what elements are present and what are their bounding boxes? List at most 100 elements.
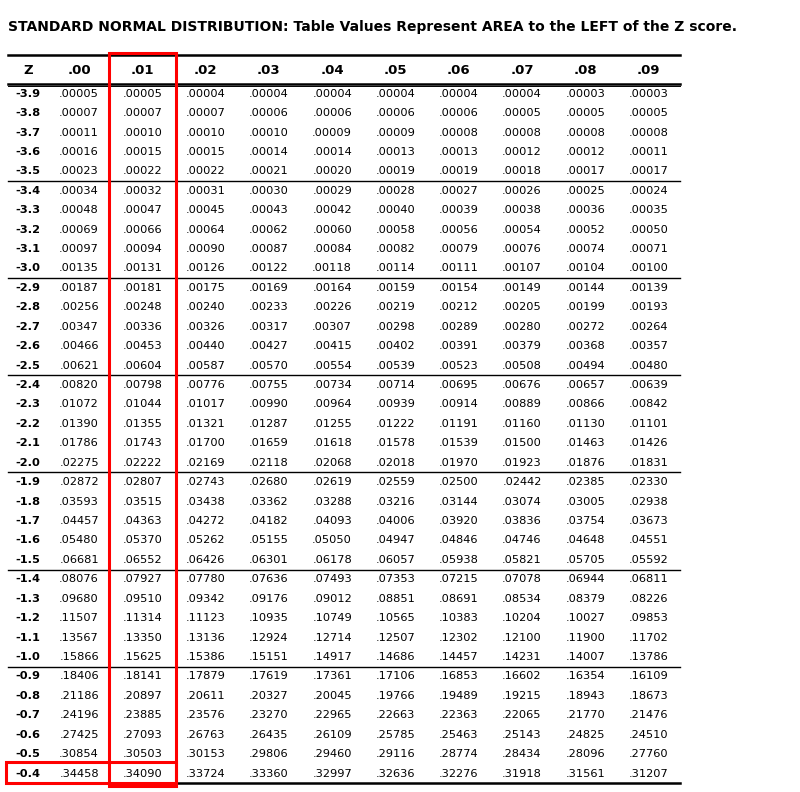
Text: -3.8: -3.8 [15, 108, 40, 118]
Text: .00248: .00248 [122, 303, 162, 312]
Text: -1.8: -1.8 [15, 497, 40, 507]
Text: .00004: .00004 [249, 89, 289, 99]
Text: -1.5: -1.5 [15, 555, 40, 565]
Text: .00453: .00453 [122, 341, 162, 351]
Text: .07: .07 [510, 64, 534, 78]
Text: .00126: .00126 [186, 264, 226, 273]
Text: .00122: .00122 [249, 264, 289, 273]
Text: .00076: .00076 [502, 244, 542, 254]
Text: .00052: .00052 [566, 225, 605, 234]
Text: .00020: .00020 [312, 166, 352, 177]
Text: .01101: .01101 [629, 419, 669, 429]
Text: .00914: .00914 [439, 399, 478, 409]
Text: .00219: .00219 [375, 303, 415, 312]
Text: .23885: .23885 [122, 710, 162, 720]
Text: .00604: .00604 [122, 360, 162, 371]
Text: .27760: .27760 [629, 749, 668, 760]
Text: -3.4: -3.4 [15, 186, 40, 196]
Text: .05: .05 [384, 64, 407, 78]
Text: .02330: .02330 [629, 478, 668, 487]
Text: .00012: .00012 [566, 147, 605, 157]
Text: -2.2: -2.2 [15, 419, 40, 429]
Text: .17106: .17106 [375, 672, 415, 681]
Text: .00003: .00003 [566, 89, 605, 99]
Text: .01876: .01876 [566, 458, 605, 468]
Text: .01786: .01786 [59, 438, 99, 448]
Text: .00031: .00031 [186, 186, 226, 196]
Text: .00005: .00005 [59, 89, 99, 99]
Text: .00298: .00298 [375, 322, 415, 332]
Text: .13786: .13786 [629, 652, 668, 662]
Text: -0.9: -0.9 [15, 672, 40, 681]
Text: .00029: .00029 [312, 186, 352, 196]
Text: .00169: .00169 [249, 283, 289, 293]
Text: .02807: .02807 [122, 478, 162, 487]
Text: .18943: .18943 [566, 691, 605, 701]
Text: .12714: .12714 [312, 633, 352, 642]
Text: .19489: .19489 [439, 691, 478, 701]
Text: .00023: .00023 [59, 166, 99, 177]
Text: .00100: .00100 [629, 264, 669, 273]
Text: .20897: .20897 [122, 691, 162, 701]
Text: .00149: .00149 [502, 283, 542, 293]
Text: .07780: .07780 [186, 574, 226, 584]
Text: .23270: .23270 [249, 710, 289, 720]
Text: .20045: .20045 [312, 691, 352, 701]
Text: .05592: .05592 [629, 555, 668, 565]
Text: .00069: .00069 [59, 225, 99, 234]
Text: .22363: .22363 [439, 710, 478, 720]
Bar [6, 762, 176, 783]
Text: -2.7: -2.7 [15, 322, 40, 332]
Text: .00357: .00357 [629, 341, 669, 351]
Text: .00050: .00050 [629, 225, 669, 234]
Text: .34090: .34090 [122, 768, 162, 779]
Text: -2.0: -2.0 [15, 458, 40, 468]
Text: .10749: .10749 [312, 613, 352, 623]
Text: .10565: .10565 [375, 613, 415, 623]
Text: .04182: .04182 [249, 516, 289, 526]
Text: .00056: .00056 [439, 225, 478, 234]
Text: .04648: .04648 [566, 535, 605, 546]
Text: .00233: .00233 [249, 303, 289, 312]
Text: .31561: .31561 [566, 768, 605, 779]
Text: .01222: .01222 [376, 419, 415, 429]
Text: .00004: .00004 [312, 89, 352, 99]
Text: .01072: .01072 [59, 399, 99, 409]
Text: .04746: .04746 [502, 535, 542, 546]
Text: -2.8: -2.8 [15, 303, 40, 312]
Text: .00005: .00005 [502, 108, 542, 118]
Text: .06057: .06057 [375, 555, 415, 565]
Text: .13136: .13136 [186, 633, 226, 642]
Text: Z: Z [23, 64, 33, 78]
Text: .03005: .03005 [566, 497, 605, 507]
Text: .17879: .17879 [186, 672, 226, 681]
Text: .00964: .00964 [312, 399, 352, 409]
Text: .00175: .00175 [186, 283, 226, 293]
Text: .00523: .00523 [439, 360, 478, 371]
Text: .12507: .12507 [375, 633, 415, 642]
Text: .01463: .01463 [566, 438, 605, 448]
Text: .06: .06 [447, 64, 470, 78]
Text: .00090: .00090 [186, 244, 226, 254]
Text: .00317: .00317 [249, 322, 289, 332]
Text: .04457: .04457 [59, 516, 99, 526]
Text: .00021: .00021 [249, 166, 289, 177]
Text: .00011: .00011 [629, 147, 669, 157]
Text: .00014: .00014 [249, 147, 289, 157]
Text: .25463: .25463 [439, 729, 478, 740]
Text: .15151: .15151 [249, 652, 289, 662]
Text: .18673: .18673 [629, 691, 668, 701]
Text: .01831: .01831 [629, 458, 669, 468]
Text: .08691: .08691 [439, 594, 478, 604]
Text: .14917: .14917 [312, 652, 352, 662]
Text: .09176: .09176 [249, 594, 289, 604]
Text: .30153: .30153 [186, 749, 226, 760]
Text: .00621: .00621 [59, 360, 99, 371]
Text: .17361: .17361 [312, 672, 352, 681]
Text: .03216: .03216 [376, 497, 415, 507]
Text: .11702: .11702 [629, 633, 668, 642]
Text: .00776: .00776 [186, 380, 226, 390]
Text: .17619: .17619 [249, 672, 289, 681]
Text: .00657: .00657 [566, 380, 605, 390]
Text: .00006: .00006 [375, 108, 415, 118]
